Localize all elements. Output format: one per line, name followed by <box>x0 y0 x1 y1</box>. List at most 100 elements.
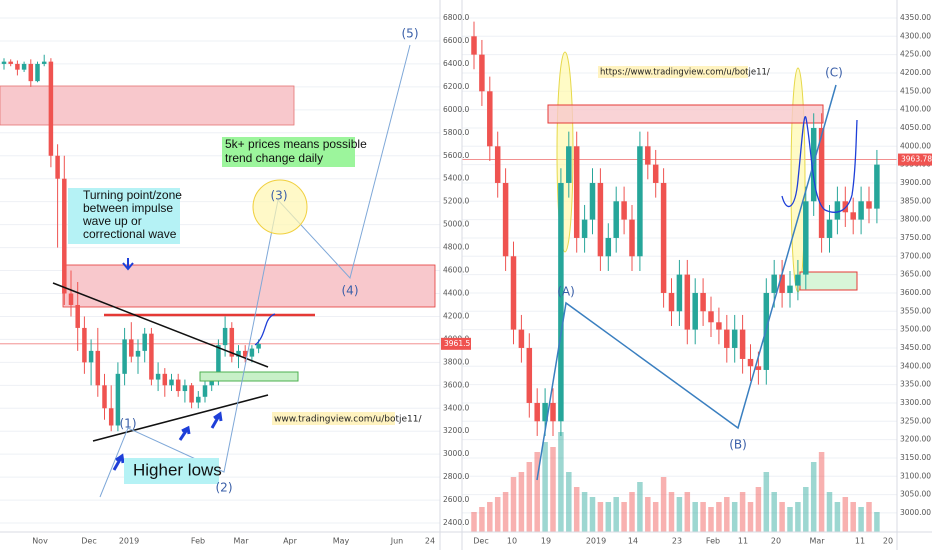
candle-body <box>621 201 627 220</box>
candle-body <box>558 182 564 422</box>
volume-bar <box>755 487 762 532</box>
candle-body <box>858 201 864 220</box>
note-text: Turning point/zone <box>83 188 182 202</box>
candle-body <box>676 274 683 312</box>
volume-bar <box>502 492 509 532</box>
y-tick-label: 3400.00 <box>900 361 931 370</box>
y-tick-label: 2800.0 <box>443 472 469 481</box>
volume-bar <box>581 492 588 532</box>
candle-body <box>566 146 572 183</box>
x-tick-label: 11 <box>855 537 865 546</box>
candle-body <box>135 350 141 357</box>
candle-body <box>573 146 580 238</box>
volume-bar <box>771 492 777 532</box>
candle-body <box>795 274 801 286</box>
candle-body <box>803 201 809 275</box>
note-text: wave up or <box>82 214 142 228</box>
candle-body <box>652 164 659 183</box>
candle-body <box>597 182 604 257</box>
candle-body <box>684 274 691 330</box>
volume-bar <box>479 507 485 532</box>
left-candles <box>1 54 261 432</box>
candle-body <box>216 345 221 380</box>
y-tick-label: 6400.0 <box>443 59 469 68</box>
volume-bar <box>566 472 572 532</box>
x-tick-label: 11 <box>738 537 748 546</box>
right-candles <box>471 21 880 436</box>
wave-label: (2) <box>216 481 233 495</box>
x-tick-label: Apr <box>283 537 298 546</box>
candle-body <box>82 327 87 363</box>
y-tick-label: 3100.00 <box>900 471 931 480</box>
volume-bar <box>842 497 849 532</box>
candle-body <box>779 274 785 293</box>
resistance-zone <box>0 85 295 126</box>
y-tick-label: 5600.0 <box>443 151 469 160</box>
resistance-zone <box>547 104 824 124</box>
volume-bar <box>708 507 714 532</box>
x-tick-label: 14 <box>628 537 638 546</box>
candle-body <box>129 339 134 357</box>
candle-body <box>826 219 833 238</box>
volume-bar <box>700 502 706 532</box>
volume-bar <box>834 502 841 532</box>
volume-bar <box>724 497 730 532</box>
y-tick-label: 3200.0 <box>443 426 469 435</box>
volume-bar <box>645 497 651 532</box>
volume-bar <box>573 487 580 532</box>
y-tick-label: 3900.00 <box>900 178 931 187</box>
y-tick-label: 4350.00 <box>900 13 931 22</box>
note-box <box>68 188 180 244</box>
volume-bar <box>866 502 872 532</box>
candle-body <box>668 292 675 312</box>
candle-body <box>28 63 34 82</box>
trend-line <box>52 282 269 368</box>
volume-bar <box>739 492 746 532</box>
candle-body <box>526 347 533 403</box>
y-tick-label: 3550.00 <box>900 306 931 315</box>
y-tick-label: 3800.00 <box>900 215 931 224</box>
candle-body <box>660 182 667 293</box>
y-tick-label: 3200.00 <box>900 435 931 444</box>
candle-body <box>534 402 540 422</box>
candle-body <box>637 146 643 257</box>
x-tick-label: Jun <box>390 537 404 546</box>
arrow <box>178 425 191 441</box>
volume-bar <box>589 497 596 532</box>
note-text: 5k+ prices means possible <box>225 137 367 151</box>
candle-body <box>747 358 754 367</box>
volume-bar <box>494 497 501 532</box>
candle-body <box>95 350 101 386</box>
x-tick-label: May <box>333 537 350 546</box>
note-box <box>124 458 219 484</box>
url-box <box>272 412 395 425</box>
candle-body <box>8 61 13 64</box>
x-tick-label: Feb <box>191 537 205 546</box>
candle-body <box>68 293 74 305</box>
arrow <box>122 258 134 271</box>
price-tag <box>441 337 471 350</box>
candle-body <box>122 339 127 374</box>
x-tick-label: 10 <box>507 537 517 546</box>
wave-label: (A) <box>557 285 575 299</box>
volume-bar <box>605 502 612 532</box>
volume-bar <box>542 442 548 532</box>
candle-body <box>196 396 201 403</box>
url-box <box>598 66 748 78</box>
x-tick-label: 20 <box>883 537 893 546</box>
y-tick-label: 3500.00 <box>900 325 931 334</box>
wave-path <box>536 84 837 481</box>
volume-bars <box>471 432 880 532</box>
candle-body <box>731 329 738 348</box>
candle-body <box>222 327 228 346</box>
url-text: www.tradingview.com/u/botje11/ <box>274 415 422 425</box>
candle-body <box>716 322 722 330</box>
volume-bar <box>818 452 825 532</box>
candle-body <box>202 385 208 397</box>
y-tick-label: 3750.00 <box>900 233 931 242</box>
candle-body <box>834 201 841 220</box>
candle-body <box>142 333 147 351</box>
volume-bar <box>510 477 517 532</box>
volume-bar <box>747 502 754 532</box>
